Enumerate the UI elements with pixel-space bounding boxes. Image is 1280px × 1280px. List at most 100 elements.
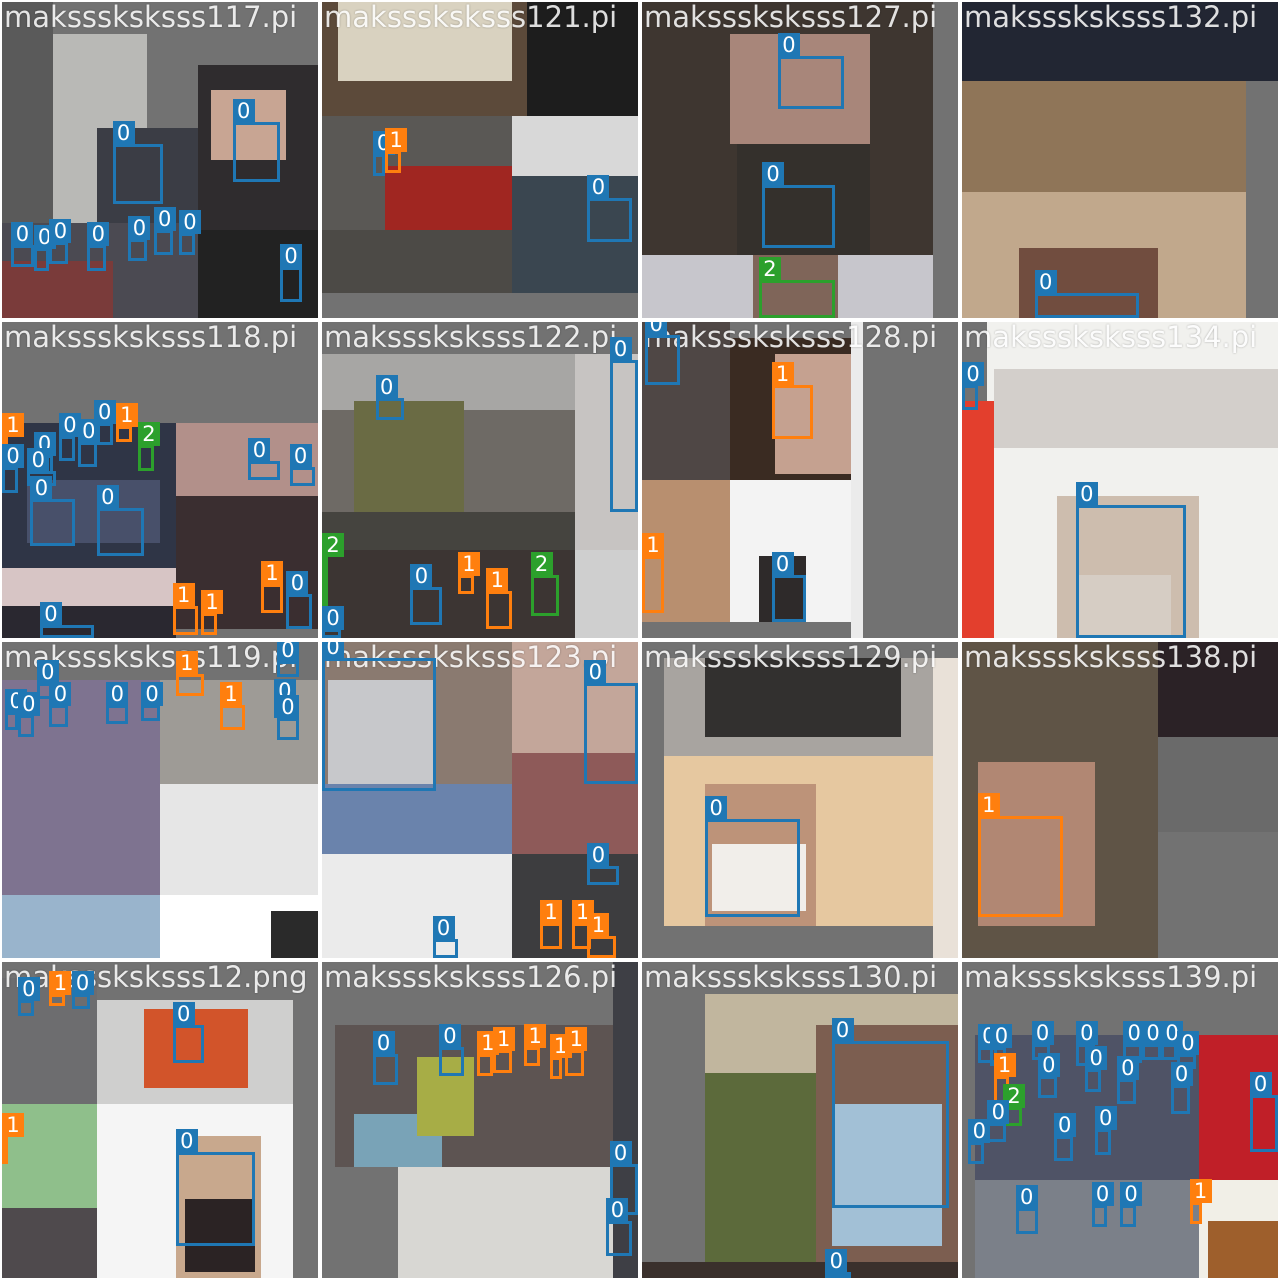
class-label: 1 (771, 362, 794, 387)
detection-box: 0 (1123, 1021, 1146, 1064)
photo-region (993, 369, 1278, 449)
class-label: 0 (30, 475, 53, 500)
detection-box: 0 (128, 216, 151, 262)
detection-box: 1 (771, 362, 813, 439)
photo-region (397, 1167, 613, 1278)
detection-box: 0 (432, 916, 458, 958)
photo-region (831, 1104, 943, 1247)
class-label: 0 (112, 121, 135, 146)
class-label: 0 (968, 1119, 991, 1144)
detection-box: 0 (438, 1024, 465, 1076)
class-label: 0 (49, 219, 72, 244)
detection-box: 0 (96, 485, 145, 556)
class-label: 1 (115, 403, 138, 428)
detection-box: 1 (201, 589, 224, 635)
detection-box: 1 (385, 127, 408, 173)
detection-box: 0 (1091, 1182, 1114, 1228)
class-label: 0 (178, 209, 201, 234)
photo-region (1208, 1221, 1278, 1278)
detection-box: 0 (609, 1141, 638, 1215)
class-label: 0 (322, 642, 344, 659)
detection-box: 0 (1034, 269, 1139, 318)
photo-region (2, 1208, 97, 1278)
detection-box: 0 (289, 444, 315, 487)
tile-filename: maksssksksss117.pi (4, 2, 298, 34)
photo-region (705, 657, 902, 737)
class-label: 0 (1091, 1182, 1114, 1207)
class-label: 0 (248, 438, 271, 463)
detection-box: 1 (524, 1024, 547, 1067)
detection-box: 1 (492, 1027, 515, 1073)
detection-box: 0 (17, 976, 40, 1016)
class-label: 1 (172, 583, 195, 608)
class-label: 0 (17, 691, 40, 716)
detection-box: 0 (322, 642, 436, 791)
tile-filename: maksssksksss132.pi (964, 2, 1258, 34)
photo-region (1157, 736, 1278, 832)
photo-region (2, 894, 160, 958)
photo-region (730, 33, 870, 145)
photo-region (974, 1180, 1199, 1278)
detection-box: 0 (276, 642, 300, 677)
photo-region (527, 2, 638, 116)
class-label: 0 (762, 162, 785, 187)
photo-region (322, 229, 512, 293)
detection-box: 1 (49, 970, 72, 1007)
mosaic-tile: 1 0 0 0 0 0 0 1 2 0 0 0 0 1 1 1 0 0 maksssksksss118.pi (2, 322, 318, 638)
detection-box: 0 (645, 322, 680, 386)
detection-box: 1 (642, 532, 665, 613)
class-label: 0 (1075, 482, 1098, 507)
class-label: 2 (530, 551, 553, 576)
class-label: 0 (375, 374, 398, 399)
detection-box: 0 (705, 795, 800, 917)
detection-box: 1 (977, 792, 1064, 917)
mosaic-tile: 000000001000020000010001maksssksksss139.… (962, 962, 1278, 1278)
class-label: 0 (289, 444, 312, 469)
photo-region (322, 353, 575, 411)
class-label: 0 (141, 682, 164, 707)
class-label: 0 (2, 444, 24, 469)
class-label: 0 (432, 916, 455, 941)
photo-region (736, 144, 870, 255)
class-label: 0 (825, 1248, 848, 1273)
photo-region (642, 322, 731, 480)
class-label: 0 (232, 99, 255, 124)
detection-box: 0 (71, 970, 94, 1010)
class-label: 1 (524, 1024, 547, 1049)
class-label: 0 (1015, 1185, 1038, 1210)
detection-box: 0 (375, 374, 405, 420)
class-label: 0 (1120, 1182, 1142, 1207)
detection-box: 0 (49, 682, 72, 728)
class-label: 1 (220, 682, 243, 707)
class-label: 1 (486, 567, 509, 592)
photo-region (511, 752, 638, 854)
detection-box: 0 (248, 438, 281, 480)
class-label: 1 (977, 792, 1000, 817)
class-label: 0 (106, 682, 129, 707)
photo-region (416, 1056, 474, 1136)
detection-box: 1 (565, 1027, 588, 1076)
detection-box: 2 (137, 422, 160, 471)
detection-box: 0 (58, 412, 81, 462)
detection-box: 0 (49, 219, 72, 265)
mosaic-tile: 0 0 1 1 1 1 1 0 0 maksssksksss126.pi (322, 962, 638, 1278)
detection-box: 0 (831, 1018, 949, 1209)
photo-region (711, 844, 807, 911)
tile-filename: maksssksksss121.pi (324, 2, 618, 34)
detection-box: 1 (175, 650, 205, 696)
class-label: 0 (1249, 1071, 1272, 1096)
detection-box: 0 (39, 602, 94, 638)
detection-box: 0 (1170, 1062, 1193, 1114)
detection-box: 0 (276, 694, 300, 740)
class-label: 0 (1094, 1106, 1117, 1131)
detection-box: 0 (36, 660, 59, 699)
detection-box: 0 (2, 444, 24, 493)
photo-region (1199, 1034, 1278, 1181)
mosaic-tile: 0 0 2 0 1 1 2 0 maksssksksss122.pi (322, 322, 638, 638)
detection-box: 0 (372, 130, 395, 176)
detection-box: 0 (777, 32, 845, 110)
class-label: 0 (71, 970, 94, 995)
class-label: 1 (49, 970, 72, 995)
detection-box: 0 (11, 222, 34, 268)
